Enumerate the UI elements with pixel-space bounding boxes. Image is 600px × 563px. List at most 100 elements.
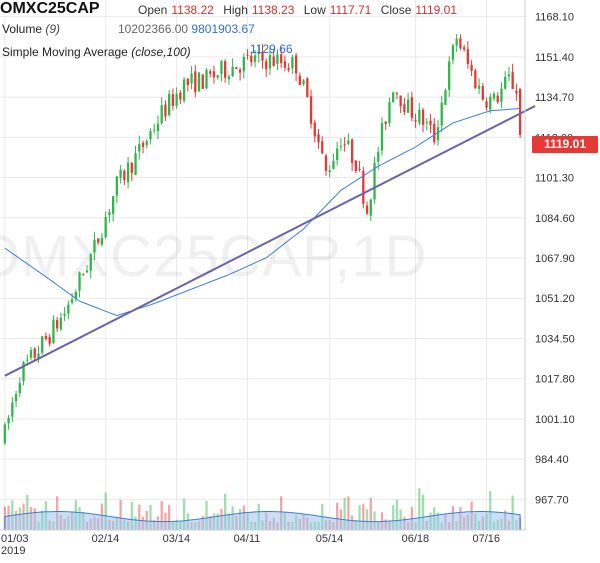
candle-body[interactable] (350, 139, 354, 163)
candle-body[interactable] (55, 320, 59, 329)
candle-body[interactable] (85, 270, 89, 273)
candle-body[interactable] (29, 350, 33, 358)
candle-body[interactable] (485, 101, 488, 108)
candle-body[interactable] (78, 272, 81, 291)
candle-body[interactable] (324, 155, 328, 171)
candle-body[interactable] (481, 86, 484, 100)
candle-body[interactable] (313, 122, 316, 137)
candle-body[interactable] (3, 424, 7, 444)
candle-body[interactable] (261, 52, 264, 61)
candle-body[interactable] (294, 55, 298, 74)
candle-body[interactable] (380, 123, 384, 151)
candle-body[interactable] (37, 353, 40, 359)
candle-body[interactable] (347, 140, 350, 144)
candles[interactable] (3, 34, 522, 446)
candle-body[interactable] (365, 205, 369, 214)
candle-body[interactable] (399, 95, 402, 107)
candle-body[interactable] (470, 64, 473, 71)
candle-body[interactable] (216, 75, 219, 78)
candle-body[interactable] (22, 361, 25, 382)
candle-body[interactable] (201, 74, 204, 89)
candle-body[interactable] (18, 383, 21, 394)
candle-body[interactable] (317, 134, 320, 143)
candle-body[interactable] (451, 45, 455, 60)
candle-body[interactable] (309, 96, 313, 124)
candle-body[interactable] (448, 61, 451, 90)
candle-body[interactable] (115, 176, 119, 196)
candle-body[interactable] (126, 162, 130, 183)
volume-legend[interactable]: Volume (9) (2, 22, 60, 36)
candle-body[interactable] (130, 162, 133, 174)
candle-body[interactable] (205, 69, 208, 89)
candle-body[interactable] (507, 74, 511, 77)
candle-body[interactable] (194, 71, 197, 93)
candle-body[interactable] (268, 55, 272, 69)
candle-body[interactable] (283, 61, 287, 68)
sma-legend[interactable]: Simple Moving Average (close,100) (2, 45, 191, 59)
candle-body[interactable] (403, 104, 406, 113)
candle-body[interactable] (186, 78, 189, 86)
candle-body[interactable] (362, 170, 365, 204)
candle-body[interactable] (7, 417, 10, 424)
candle-body[interactable] (52, 319, 55, 343)
candle-body[interactable] (197, 72, 201, 92)
candle-body[interactable] (395, 93, 399, 95)
candle-body[interactable] (265, 61, 268, 70)
candle-body[interactable] (406, 99, 410, 113)
candle-body[interactable] (515, 90, 518, 94)
candle-body[interactable] (373, 162, 376, 200)
candle-body[interactable] (108, 212, 111, 216)
candle-body[interactable] (253, 55, 257, 62)
candle-body[interactable] (306, 78, 309, 97)
candle-body[interactable] (41, 336, 44, 353)
candle-body[interactable] (160, 105, 163, 124)
candle-body[interactable] (175, 93, 178, 106)
candle-body[interactable] (82, 274, 85, 276)
candle-body[interactable] (384, 121, 387, 124)
candle-body[interactable] (182, 79, 186, 101)
candle-body[interactable] (138, 143, 141, 152)
candle-body[interactable] (171, 94, 175, 107)
candle-body[interactable] (492, 93, 496, 99)
candle-body[interactable] (179, 92, 182, 100)
candle-body[interactable] (343, 144, 346, 146)
candle-body[interactable] (153, 129, 156, 131)
candle-body[interactable] (358, 168, 361, 170)
candle-body[interactable] (354, 160, 358, 172)
candle-body[interactable] (11, 402, 14, 417)
candle-body[interactable] (145, 141, 148, 146)
candle-body[interactable] (377, 151, 380, 162)
candle-body[interactable] (511, 72, 514, 89)
candle-body[interactable] (134, 153, 137, 175)
candle-body[interactable] (224, 61, 227, 78)
candle-body[interactable] (496, 95, 499, 103)
candle-body[interactable] (164, 104, 167, 117)
candle-body[interactable] (429, 120, 432, 125)
candle-body[interactable] (209, 71, 212, 74)
candle-body[interactable] (328, 170, 331, 173)
candle-body[interactable] (14, 394, 18, 402)
candle-body[interactable] (433, 123, 436, 142)
candle-body[interactable] (89, 254, 92, 271)
candle-body[interactable] (70, 299, 74, 303)
candle-body[interactable] (462, 47, 466, 50)
candle-body[interactable] (414, 120, 417, 122)
candle-body[interactable] (100, 238, 104, 245)
candle-body[interactable] (242, 56, 245, 72)
candle-body[interactable] (369, 199, 372, 216)
candle-body[interactable] (436, 126, 440, 141)
candle-body[interactable] (190, 73, 193, 84)
candle-body[interactable] (518, 88, 522, 135)
candle-body[interactable] (212, 71, 216, 78)
candle-body[interactable] (74, 292, 77, 299)
candle-body[interactable] (287, 68, 290, 71)
candle-body[interactable] (167, 93, 171, 116)
candle-body[interactable] (280, 54, 283, 64)
candle-body[interactable] (336, 148, 339, 161)
candle-body[interactable] (500, 88, 503, 102)
candle-body[interactable] (257, 51, 260, 55)
candle-body[interactable] (93, 239, 96, 253)
candle-body[interactable] (250, 55, 253, 63)
